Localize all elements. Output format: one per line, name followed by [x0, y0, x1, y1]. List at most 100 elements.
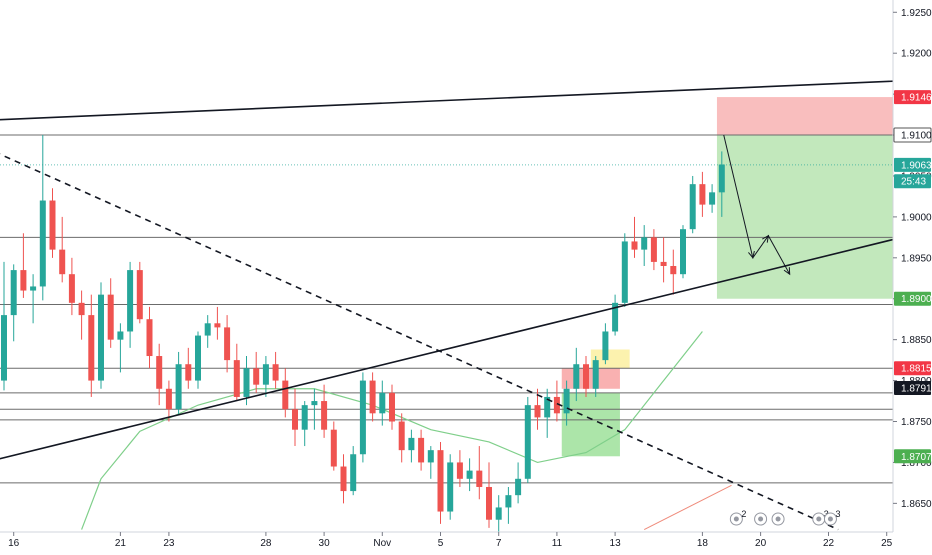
candle-body — [515, 478, 522, 496]
candle-body — [272, 364, 279, 381]
candles-layer — [1, 135, 725, 532]
time-tick-label: 20 — [755, 538, 767, 549]
target-zone — [716, 135, 893, 299]
price-tick-label: 1.92500 — [901, 8, 932, 19]
candle-body — [262, 364, 269, 385]
pre-zone-red — [561, 368, 620, 389]
candle-body — [699, 184, 706, 205]
candle-body — [709, 192, 716, 205]
candle-body — [165, 388, 172, 410]
event-marker-dot — [775, 516, 781, 522]
candle-body — [553, 396, 560, 414]
candle-body — [573, 364, 580, 389]
price-label-badge — [894, 174, 931, 189]
projection-arrow — [723, 134, 791, 275]
candle-body — [20, 270, 27, 291]
horizontal-levels-layer — [0, 134, 893, 484]
candle-body — [78, 302, 85, 316]
candle-body — [641, 237, 648, 250]
candle-body — [369, 380, 376, 414]
rising-trendline — [0, 238, 893, 460]
candle-body — [466, 470, 473, 479]
candle-body — [30, 286, 37, 291]
time-tick-label: 22 — [823, 538, 835, 549]
candle-body — [602, 331, 609, 361]
candle-body — [534, 405, 541, 418]
projection-arrowhead — [748, 250, 755, 259]
candle-body — [282, 380, 289, 410]
candle-body — [117, 331, 124, 340]
candle-body — [680, 229, 686, 275]
stop-zone — [716, 97, 893, 136]
price-label-text: 1.91000 — [901, 131, 932, 142]
price-label-text: 1.87910 — [901, 383, 932, 394]
price-axis[interactable]: 1.925001.920001.915001.910001.905001.900… — [892, 0, 932, 550]
event-marker-count: 3 — [835, 509, 840, 519]
price-label-badge — [894, 449, 931, 464]
candle-body — [583, 364, 589, 389]
candle-body — [456, 462, 463, 479]
candle-body — [524, 405, 531, 479]
candle-body — [621, 241, 628, 303]
candle-body — [107, 294, 114, 340]
time-axis-bg — [0, 532, 893, 550]
candle-body — [563, 388, 570, 414]
upper-trendline — [0, 80, 893, 121]
candle-body — [486, 486, 492, 520]
candle-body — [379, 392, 386, 414]
candle-body — [311, 401, 318, 406]
price-label-badge — [893, 127, 932, 143]
price-label-badge — [894, 291, 931, 306]
event-marker-dot — [733, 516, 739, 522]
time-tick-label: 18 — [697, 538, 709, 549]
price-label-badge — [894, 90, 931, 105]
time-tick-label: 7 — [496, 538, 502, 549]
price-tick-label: 1.87000 — [901, 458, 932, 469]
candle-body — [292, 409, 298, 430]
candle-body — [505, 495, 512, 508]
price-label-text: 1.87075 — [901, 452, 932, 463]
price-tick-label: 1.87500 — [901, 417, 932, 428]
time-tick-label: 25 — [881, 538, 893, 549]
time-tick-label: 21 — [115, 538, 127, 549]
time-tick-label: 13 — [610, 538, 622, 549]
candle-body — [146, 319, 153, 357]
price-label-badge — [894, 361, 931, 376]
candle-body — [195, 335, 201, 381]
candle-body — [136, 270, 143, 320]
candle-body — [350, 454, 357, 492]
time-tick-label: 28 — [260, 538, 272, 549]
event-marker-dot — [827, 516, 833, 522]
candle-body — [10, 270, 17, 316]
candle-body — [49, 200, 56, 250]
candle-body — [204, 323, 211, 336]
price-tick-label: 1.86500 — [901, 499, 932, 510]
candle-body — [39, 200, 46, 287]
candle-body — [175, 364, 182, 410]
event-marker-dot — [758, 516, 764, 522]
candle-body — [88, 315, 95, 381]
projection-arrowhead — [783, 267, 791, 276]
price-tick-label: 1.88500 — [901, 335, 932, 346]
time-axis[interactable]: 16 21 23 28 30 Nov 5 7 11 13 18 20 22 25 — [0, 531, 893, 550]
price-tick-label: 1.89500 — [901, 253, 932, 264]
candle-body — [476, 470, 483, 487]
candle-body — [447, 462, 454, 512]
price-label-badge — [894, 157, 931, 172]
yellow-zone — [590, 349, 630, 369]
candle-body — [437, 450, 444, 512]
candle-body — [243, 368, 250, 397]
candle-body — [612, 302, 619, 332]
candle-body — [214, 323, 221, 328]
price-label-text: 1.90636 — [901, 160, 932, 171]
event-marker-count: 2 — [741, 509, 746, 519]
time-tick-label: 11 — [552, 538, 563, 549]
candle-body — [592, 360, 599, 389]
price-label-text: 25:43 — [901, 177, 926, 188]
candle-body — [340, 466, 347, 492]
pre-zone-green — [561, 392, 620, 457]
candle-body — [1, 315, 7, 381]
